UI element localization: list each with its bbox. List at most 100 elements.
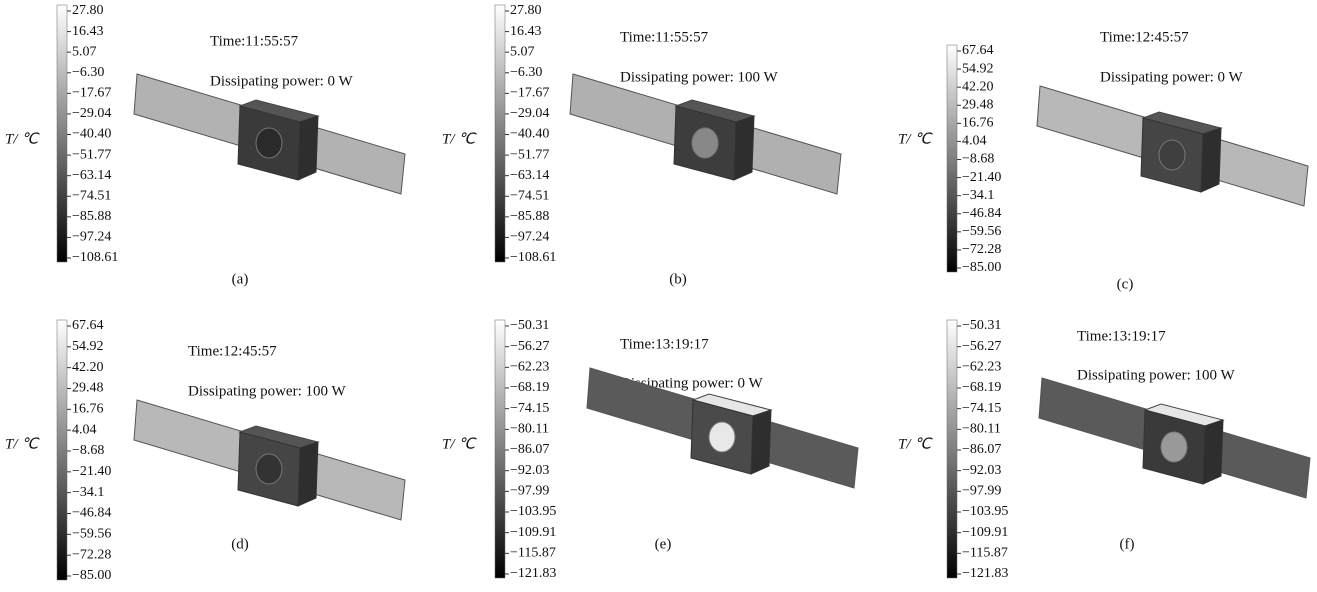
hot-spot [255,127,283,159]
colorbar-label: −85.88 [510,209,549,224]
colorbar [494,319,506,579]
colorbar-label: −92.03 [510,463,549,478]
colorbar-label: −34.1 [962,188,994,203]
caption: (e) [655,536,672,552]
colorbar-label: −62.23 [962,360,1001,375]
hot-spot [708,421,736,453]
colorbar-label: −63.14 [72,168,111,183]
colorbar [56,319,68,581]
colorbar-label: −80.11 [510,422,549,437]
colorbar-label: −115.87 [510,546,556,561]
body-side [750,409,772,475]
colorbar-label: −115.87 [962,546,1008,561]
colorbar-label: −51.77 [510,147,549,162]
colorbar-label: 4.04 [962,134,987,149]
colorbar-label: −46.84 [962,206,1001,221]
body-side [1202,419,1224,485]
colorbar-label: −50.31 [962,318,1001,333]
time-label: Time:11:55:57 [210,33,299,49]
colorbar-label: −34.1 [72,485,104,500]
colorbar-label: −8.68 [72,443,104,458]
power-label: Dissipating power: 0 W [210,73,353,89]
colorbar-label: −59.56 [72,527,111,542]
time-label: Time:12:45:57 [1100,29,1189,45]
colorbar-label: −72.28 [962,242,1001,257]
colorbar-label: 16.76 [962,116,994,131]
colorbar-label: −74.15 [962,401,1001,416]
colorbar-label: 27.80 [510,3,542,18]
time-label: Time:11:55:57 [620,29,709,45]
axis-label: T/ ℃ [5,131,40,147]
colorbar-label: −21.40 [72,464,111,479]
axis-label: T/ ℃ [442,436,477,452]
time-label: Time:13:19:17 [1077,328,1166,344]
axis-label: T/ ℃ [898,436,933,452]
colorbar-label: −72.28 [72,547,111,562]
caption: (a) [232,271,249,287]
colorbar-label: −51.77 [72,147,111,162]
hot-spot [1160,431,1188,463]
colorbar-label: 54.92 [72,339,104,354]
colorbar-label: −109.91 [510,525,556,540]
colorbar-label: 27.80 [72,3,104,18]
colorbar-label: −56.27 [510,339,549,354]
colorbar-label: −56.27 [962,339,1001,354]
colorbar-label: −46.84 [72,506,111,521]
colorbar-label: −40.40 [510,127,549,142]
colorbar-label: −6.30 [72,65,104,80]
colorbar [494,4,506,263]
colorbar-label: 67.64 [962,43,994,58]
colorbar [946,319,958,579]
colorbar-label: 16.76 [72,402,104,417]
colorbar-label: −97.99 [962,484,1001,499]
colorbar-label: −8.68 [962,152,994,167]
colorbar-label: −86.07 [962,442,1001,457]
power-label: Dissipating power: 100 W [620,69,778,85]
time-label: Time:12:45:57 [188,343,277,359]
colorbar-label: 16.43 [72,24,104,39]
caption: (d) [231,536,249,552]
colorbar-label: 4.04 [72,422,97,437]
colorbar-label: −85.88 [72,209,111,224]
colorbar-label: −97.24 [72,230,111,245]
body-side [733,115,755,181]
colorbar [56,4,68,263]
colorbar-label: −108.61 [510,250,556,265]
axis-label: T/ ℃ [5,436,40,452]
colorbar-label: −68.19 [510,380,549,395]
colorbar-label: −74.15 [510,401,549,416]
colorbar-label: 16.43 [510,24,542,39]
colorbar-label: −74.51 [510,188,549,203]
colorbar-label: 54.92 [962,61,994,76]
colorbar-label: 42.20 [72,360,104,375]
caption: (f) [1120,536,1135,552]
colorbar-label: −40.40 [72,127,111,142]
body-side [297,115,319,181]
colorbar-label: −29.04 [72,106,111,121]
colorbar-label: −92.03 [962,463,1001,478]
hot-spot [691,127,719,159]
axis-label: T/ ℃ [898,131,933,147]
colorbar-label: −74.51 [72,188,111,203]
colorbar-label: −63.14 [510,168,549,183]
colorbar [946,44,958,273]
colorbar-label: 5.07 [510,44,535,59]
colorbar-label: −29.04 [510,106,549,121]
caption: (c) [1117,276,1134,292]
hot-spot [1158,139,1186,171]
colorbar-label: −121.83 [962,566,1008,581]
colorbar-label: −80.11 [962,422,1001,437]
colorbar-label: −103.95 [510,504,556,519]
colorbar-label: −17.67 [510,86,549,101]
colorbar-label: −62.23 [510,360,549,375]
hot-spot [255,453,283,485]
power-label: Dissipating power: 100 W [1077,367,1235,383]
body-side [297,441,319,507]
colorbar-label: 29.48 [962,97,994,112]
colorbar-label: −85.00 [72,568,111,583]
colorbar-label: −68.19 [962,380,1001,395]
colorbar-label: 67.64 [72,318,104,333]
colorbar-label: −108.61 [72,250,118,265]
time-label: Time:13:19:17 [620,336,709,352]
